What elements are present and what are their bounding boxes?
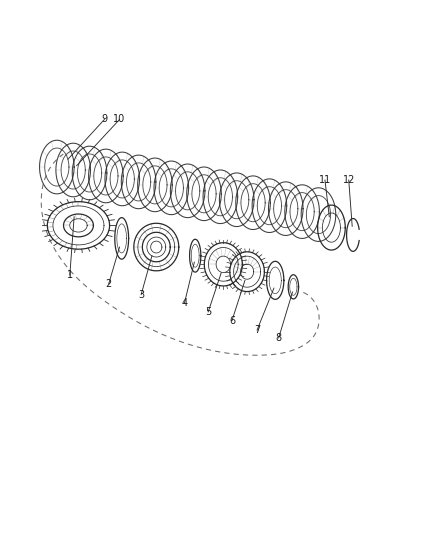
Text: 2: 2 bbox=[106, 279, 112, 289]
Text: 7: 7 bbox=[254, 325, 260, 335]
Text: 11: 11 bbox=[319, 175, 331, 185]
Text: 9: 9 bbox=[101, 115, 107, 125]
Text: 8: 8 bbox=[276, 333, 282, 343]
Text: 1: 1 bbox=[67, 270, 73, 280]
Text: 4: 4 bbox=[181, 298, 187, 308]
Text: 12: 12 bbox=[343, 175, 355, 185]
Text: 3: 3 bbox=[138, 289, 144, 300]
Text: 10: 10 bbox=[113, 115, 126, 125]
Text: 6: 6 bbox=[229, 316, 235, 326]
Text: 5: 5 bbox=[205, 307, 211, 317]
